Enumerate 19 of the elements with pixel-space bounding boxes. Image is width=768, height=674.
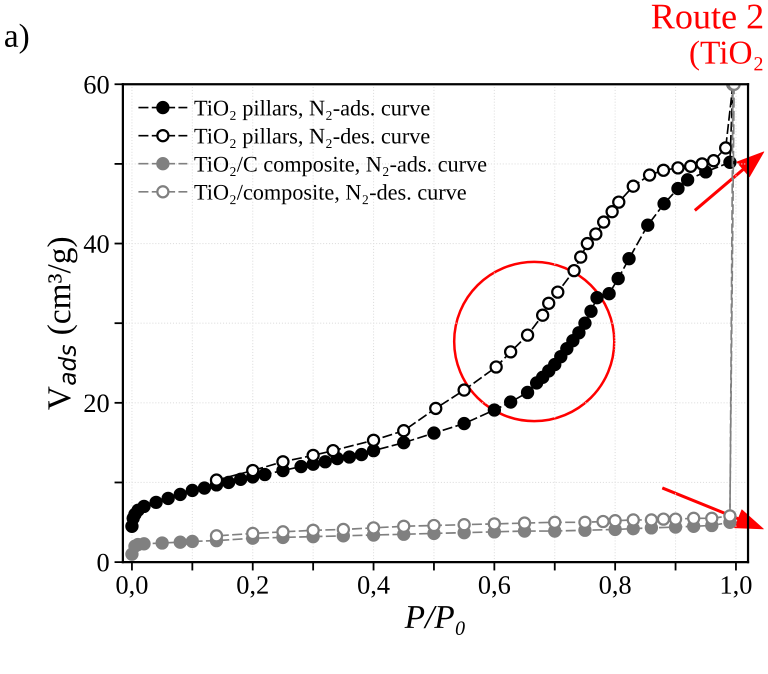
y-tick-label: 20 xyxy=(84,394,109,412)
y-axis-title: V$_{ads}$ (cm³/g) xyxy=(47,238,78,410)
legend-label: TiO₂ pillars, N₂-des. curve xyxy=(194,128,430,148)
x-tick-label: 0,0 xyxy=(116,576,148,598)
y-tick-label: 0 xyxy=(97,554,109,572)
x-tick-label: 0,2 xyxy=(237,576,268,598)
x-axis-title: P/P₀ xyxy=(404,606,465,635)
legend-label: TiO₂ pillars, N₂-ads. curve xyxy=(194,100,430,120)
y-tick-label: 60 xyxy=(84,76,109,94)
x-tick-label: 0,4 xyxy=(358,576,390,598)
legend-label: TiO₂/C composite, N₂-ads. curve xyxy=(194,156,486,176)
legend-label: TiO₂/composite, N₂-des. curve xyxy=(194,184,466,204)
x-tick-label: 0,6 xyxy=(478,576,510,598)
x-tick-label: 1,0 xyxy=(722,576,752,598)
text: (TiO₂ xyxy=(690,40,762,71)
text: Route 2 xyxy=(652,4,762,29)
y-tick-label: 40 xyxy=(84,235,109,253)
x-tick-label: 0,8 xyxy=(600,576,631,598)
text: a) xyxy=(5,24,28,54)
